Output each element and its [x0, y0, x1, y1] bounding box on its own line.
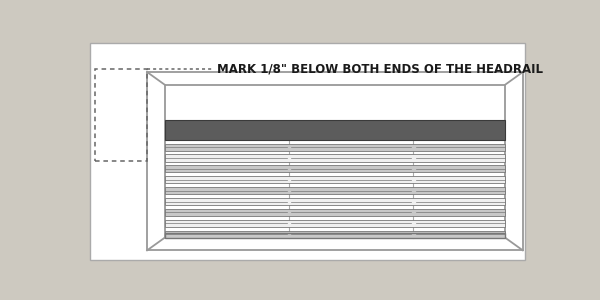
Bar — [165, 165, 505, 172]
Bar — [165, 154, 505, 161]
Bar — [165, 233, 505, 238]
Bar — [165, 85, 505, 238]
Bar — [165, 176, 505, 183]
Bar — [147, 72, 523, 250]
Text: MARK 1/8" BELOW BOTH ENDS OF THE HEADRAIL: MARK 1/8" BELOW BOTH ENDS OF THE HEADRAI… — [217, 63, 543, 76]
Bar — [165, 198, 505, 205]
Bar — [165, 231, 505, 238]
Bar — [95, 70, 147, 161]
Bar — [165, 209, 505, 216]
Bar — [165, 144, 505, 151]
Bar — [165, 120, 505, 140]
Bar — [165, 187, 505, 194]
Bar — [165, 220, 505, 227]
